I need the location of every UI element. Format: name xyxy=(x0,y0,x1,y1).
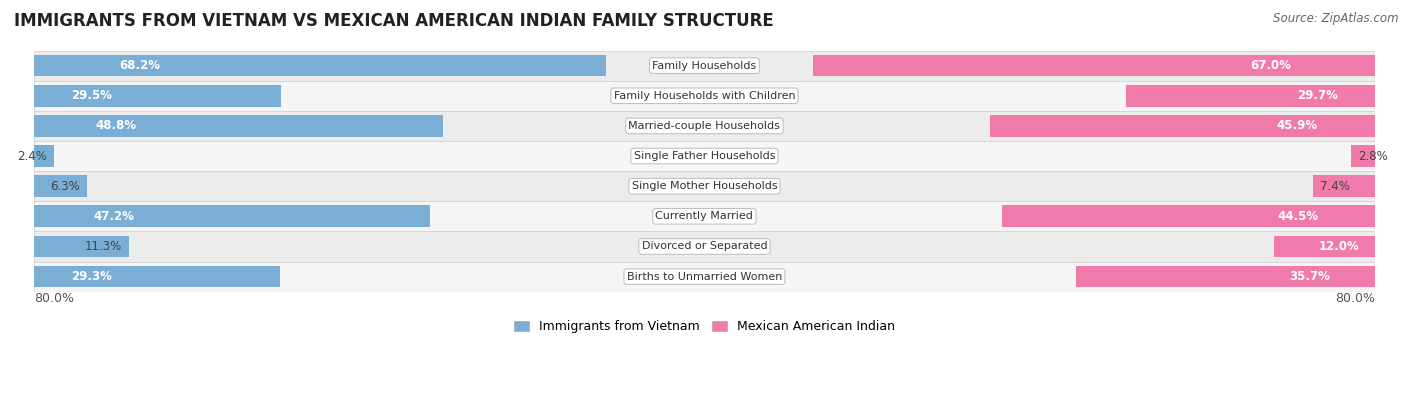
Text: 44.5%: 44.5% xyxy=(1278,210,1319,223)
Bar xyxy=(34,231,1375,261)
Bar xyxy=(34,111,1375,141)
Bar xyxy=(34,145,53,167)
Text: Divorced or Separated: Divorced or Separated xyxy=(641,241,768,252)
Bar xyxy=(990,115,1375,137)
Bar xyxy=(1002,205,1375,227)
Bar xyxy=(1076,266,1375,288)
Text: 45.9%: 45.9% xyxy=(1277,119,1317,132)
Text: 7.4%: 7.4% xyxy=(1320,180,1350,193)
Text: 80.0%: 80.0% xyxy=(34,292,75,305)
Bar xyxy=(814,55,1375,77)
Text: 80.0%: 80.0% xyxy=(1334,292,1375,305)
Bar xyxy=(1126,85,1375,107)
Text: Family Households with Children: Family Households with Children xyxy=(613,91,796,101)
Bar xyxy=(34,85,281,107)
Text: 48.8%: 48.8% xyxy=(96,119,136,132)
Bar xyxy=(34,171,1375,201)
Text: Single Mother Households: Single Mother Households xyxy=(631,181,778,191)
Text: Married-couple Households: Married-couple Households xyxy=(628,121,780,131)
Bar xyxy=(1274,236,1375,257)
Bar xyxy=(34,205,430,227)
Bar xyxy=(1313,175,1375,197)
Text: 12.0%: 12.0% xyxy=(1319,240,1360,253)
Text: 35.7%: 35.7% xyxy=(1289,270,1330,283)
Bar xyxy=(1351,145,1375,167)
Text: 29.5%: 29.5% xyxy=(72,89,112,102)
Text: 29.3%: 29.3% xyxy=(70,270,111,283)
Bar xyxy=(34,261,1375,292)
Bar xyxy=(34,141,1375,171)
Bar xyxy=(34,115,443,137)
Text: IMMIGRANTS FROM VIETNAM VS MEXICAN AMERICAN INDIAN FAMILY STRUCTURE: IMMIGRANTS FROM VIETNAM VS MEXICAN AMERI… xyxy=(14,12,773,30)
Text: 67.0%: 67.0% xyxy=(1250,59,1291,72)
Text: 6.3%: 6.3% xyxy=(51,180,80,193)
Bar xyxy=(34,81,1375,111)
Text: 2.8%: 2.8% xyxy=(1358,150,1388,163)
Text: 29.7%: 29.7% xyxy=(1296,89,1337,102)
Text: 68.2%: 68.2% xyxy=(120,59,160,72)
Text: 11.3%: 11.3% xyxy=(84,240,122,253)
Bar xyxy=(34,55,606,77)
Text: Source: ZipAtlas.com: Source: ZipAtlas.com xyxy=(1274,12,1399,25)
Text: Single Father Households: Single Father Households xyxy=(634,151,775,161)
Text: Currently Married: Currently Married xyxy=(655,211,754,221)
Bar xyxy=(34,266,280,288)
Bar xyxy=(34,51,1375,81)
Bar xyxy=(34,201,1375,231)
Text: 47.2%: 47.2% xyxy=(93,210,134,223)
Legend: Immigrants from Vietnam, Mexican American Indian: Immigrants from Vietnam, Mexican America… xyxy=(509,316,900,339)
Text: Births to Unmarried Women: Births to Unmarried Women xyxy=(627,272,782,282)
Bar xyxy=(34,236,129,257)
Text: Family Households: Family Households xyxy=(652,60,756,71)
Text: 2.4%: 2.4% xyxy=(17,150,48,163)
Bar xyxy=(34,175,87,197)
